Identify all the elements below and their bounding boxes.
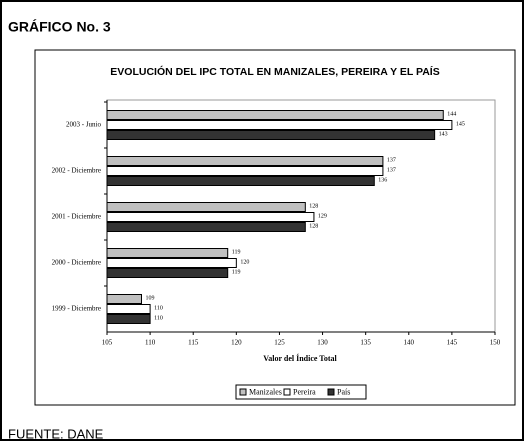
bar xyxy=(106,222,306,232)
x-tick-label: 145 xyxy=(447,339,458,347)
value-label: 119 xyxy=(232,249,241,255)
x-tick-label: 130 xyxy=(317,339,328,347)
x-tick-label: 150 xyxy=(490,339,501,347)
legend-label: País xyxy=(337,387,350,396)
value-label: 128 xyxy=(309,223,318,229)
bar xyxy=(106,258,237,268)
value-label: 110 xyxy=(154,305,163,311)
y-tick-label: 2000 - Diciembre xyxy=(52,259,101,267)
bar xyxy=(106,110,444,120)
x-tick-label: 120 xyxy=(231,339,242,347)
value-label: 128 xyxy=(309,203,318,209)
value-label: 137 xyxy=(387,167,396,173)
legend-swatch xyxy=(239,388,247,396)
x-tick-label: 135 xyxy=(360,339,371,347)
bar xyxy=(106,248,229,258)
bar xyxy=(106,120,453,130)
x-axis-label: Valor del Índice Total xyxy=(263,353,337,363)
y-tick-label: 2003 - Junio xyxy=(66,121,102,129)
y-tick-label: 2002 - Diciembre xyxy=(52,167,101,175)
bar xyxy=(106,268,229,278)
legend-swatch xyxy=(283,388,291,396)
value-label: 143 xyxy=(439,131,448,137)
bar xyxy=(106,212,315,222)
value-label: 136 xyxy=(378,177,387,183)
bar xyxy=(106,130,436,140)
bar xyxy=(106,314,151,324)
value-label: 129 xyxy=(318,213,327,219)
header: GRÁFICO No. 3 xyxy=(8,19,111,35)
bar xyxy=(106,202,306,212)
value-label: 109 xyxy=(145,295,154,301)
x-tick-label: 110 xyxy=(145,339,156,347)
value-label: 120 xyxy=(240,259,249,265)
value-label: 144 xyxy=(447,111,456,117)
value-label: 137 xyxy=(387,157,396,163)
bar xyxy=(106,166,384,176)
chart-title: EVOLUCIÓN DEL IPC TOTAL EN MANIZALES, PE… xyxy=(110,65,439,78)
x-tick-label: 140 xyxy=(404,339,415,347)
bar xyxy=(106,304,151,314)
y-tick-label: 1999 - Diciembre xyxy=(52,305,101,313)
value-label: 145 xyxy=(456,121,465,127)
value-label: 119 xyxy=(232,269,241,275)
legend-swatch xyxy=(327,388,335,396)
legend-label: Manizales xyxy=(249,387,282,396)
x-tick-label: 105 xyxy=(102,339,113,347)
source: FUENTE: DANE xyxy=(8,426,104,441)
y-tick-label: 2001 - Diciembre xyxy=(52,213,101,221)
bar xyxy=(106,156,384,166)
x-tick-label: 115 xyxy=(188,339,199,347)
bar xyxy=(106,294,142,304)
legend-label: Pereira xyxy=(293,387,316,396)
x-tick-label: 125 xyxy=(274,339,285,347)
bar xyxy=(106,176,375,186)
value-label: 110 xyxy=(154,315,163,321)
